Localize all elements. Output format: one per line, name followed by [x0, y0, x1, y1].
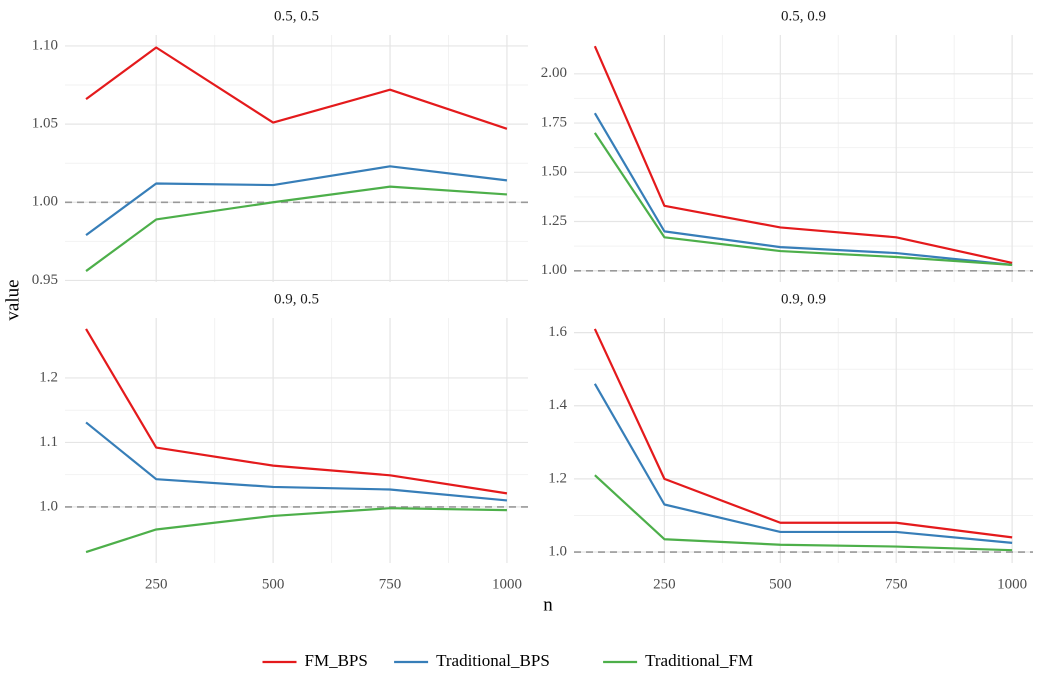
facet-title: 0.5, 0.5	[274, 8, 319, 24]
y-tick-label: 1.50	[541, 164, 567, 180]
y-axis-title: value	[2, 279, 23, 320]
x-tick-label: 1000	[997, 576, 1027, 592]
y-tick-label: 0.95	[32, 272, 58, 288]
series-line	[593, 112, 1013, 266]
series-line	[594, 474, 1013, 552]
x-tick-label: 250	[653, 576, 676, 592]
series-line	[593, 383, 1013, 544]
facet-title: 0.9, 0.9	[781, 291, 826, 307]
x-tick-label: 500	[769, 576, 792, 592]
y-tick-label: 2.00	[541, 65, 567, 81]
y-tick-label: 1.00	[541, 262, 567, 278]
y-tick-label: 1.6	[548, 324, 567, 340]
x-tick-label: 750	[885, 576, 908, 592]
series-line	[593, 132, 1013, 266]
y-tick-label: 1.1	[39, 434, 58, 450]
facet-title: 0.5, 0.9	[781, 8, 826, 24]
x-tick-label: 500	[262, 576, 285, 592]
facet-title: 0.9, 0.5	[274, 291, 319, 307]
legend-label: Traditional_FM	[645, 651, 753, 670]
series-line	[85, 421, 508, 502]
series-line	[85, 185, 508, 272]
y-tick-label: 1.0	[39, 498, 58, 514]
x-axis-title: n	[543, 594, 553, 615]
y-tick-label: 1.4	[548, 397, 567, 413]
y-tick-label: 1.2	[39, 369, 58, 385]
y-tick-label: 1.05	[32, 116, 58, 132]
y-tick-label: 1.25	[541, 213, 567, 229]
x-tick-label: 750	[379, 576, 402, 592]
y-tick-label: 1.00	[32, 194, 58, 210]
legend-label: FM_BPS	[305, 651, 368, 670]
series-line	[593, 45, 1013, 264]
y-tick-label: 1.75	[541, 114, 567, 130]
series-line	[85, 328, 508, 495]
y-tick-label: 1.2	[548, 470, 567, 486]
legend-label: Traditional_BPS	[436, 651, 550, 670]
series-line	[85, 507, 507, 554]
y-tick-label: 1.10	[32, 37, 58, 53]
x-tick-label: 1000	[492, 576, 522, 592]
series-line	[85, 46, 508, 130]
series-line	[85, 165, 508, 236]
series-line	[593, 328, 1013, 539]
x-tick-label: 250	[145, 576, 168, 592]
y-tick-label: 1.0	[548, 543, 567, 559]
